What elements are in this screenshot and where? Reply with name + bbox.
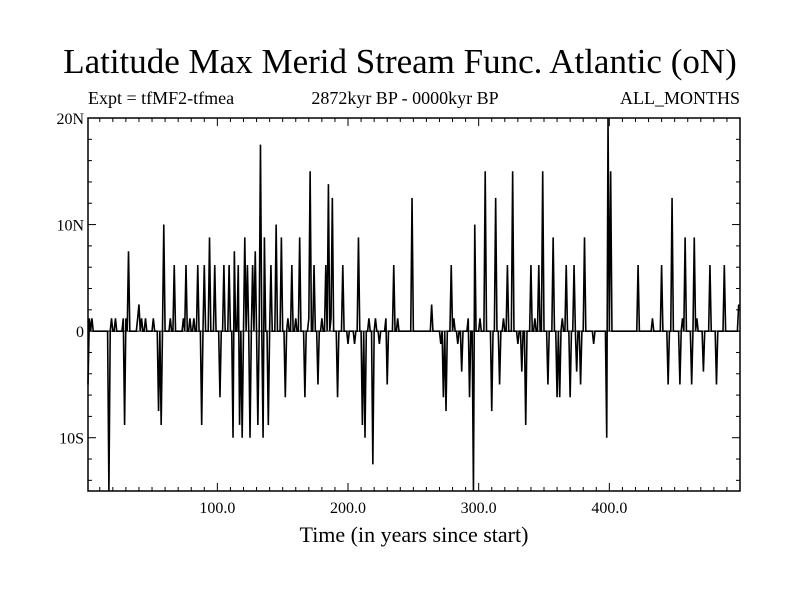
y-tick-label: 0 <box>76 324 84 341</box>
series-line-0 <box>87 117 740 492</box>
x-tick-label: 300.0 <box>461 500 497 517</box>
x-tick-label: 100.0 <box>199 500 235 517</box>
chart-title: Latitude Max Merid Stream Func. Atlantic… <box>63 42 737 81</box>
y-tick-label: 10S <box>59 431 84 448</box>
time-range-label: 2872kyr BP - 0000kyr BP <box>311 88 499 108</box>
x-tick-label: 400.0 <box>591 500 627 517</box>
x-tick-label: 200.0 <box>330 500 366 517</box>
plot-frame <box>87 117 741 492</box>
y-tick-label: 10N <box>56 218 84 235</box>
x-axis-label: Time (in years since start) <box>299 522 529 547</box>
experiment-label: Expt = tfMF2-tfmea <box>88 88 235 108</box>
months-label: ALL_MONTHS <box>620 88 740 108</box>
y-tick-label: 20N <box>56 111 84 128</box>
